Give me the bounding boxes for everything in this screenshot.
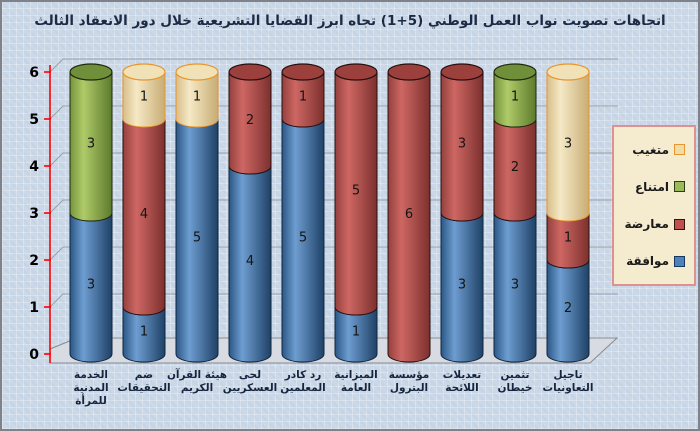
bar-value-label: 1 [352,325,360,340]
approve-swatch-icon [674,255,685,267]
bar-column[interactable]: 3 2 1 [493,63,537,363]
legend-item-oppose[interactable]: معارضة [614,217,694,231]
bar-value-label: 1 [193,90,201,105]
y-tick-label: 4 [29,159,39,175]
bar-value-label: 3 [564,137,572,152]
bar-value-label: 5 [193,231,201,246]
bar-value-label: 3 [511,278,519,293]
absent-swatch-icon [674,144,685,156]
bar-column[interactable]: 6 [387,63,431,363]
y-tick-label: 0 [29,347,39,363]
bar-top-cap [440,63,484,81]
bar-top-cap [175,63,219,81]
bar-value-label: 2 [246,113,254,128]
bar-column[interactable]: 1 4 1 [122,63,166,363]
bar-column[interactable]: 33 [69,63,113,363]
bar-column[interactable]: 33 [440,63,484,363]
bar-value-label: 3 [458,137,466,152]
bar-column[interactable]: 51 [281,63,325,363]
bar-top-cap [334,63,378,81]
bar-value-label: 1 [564,231,572,246]
bar-value-label: 1 [299,90,307,105]
legend-item-label: امتناع [634,179,669,194]
bar-top-cap [493,63,537,81]
bar-value-label: 1 [511,90,519,105]
bar-top-cap [281,63,325,81]
y-tick-label: 6 [29,65,39,81]
bar-value-label: 3 [87,137,95,152]
bar-top-cap [228,63,272,81]
legend-item-label: موافقة [626,254,669,269]
bar-value-label: 3 [87,278,95,293]
chart-title: اتجاهات تصويت نواب العمل الوطني (5+1) تج… [34,13,666,29]
y-tick-label: 5 [29,112,39,128]
legend-item-abstain[interactable]: امتناع [614,180,694,194]
bar-value-label: 5 [299,231,307,246]
bar-value-label: 1 [140,90,148,105]
bar-column[interactable]: 2 1 3 [546,63,590,363]
bar-column[interactable]: 15 [334,63,378,363]
bar-value-label: 4 [246,254,254,269]
bar-top-cap [546,63,590,81]
bar-column[interactable]: 42 [228,63,272,363]
y-axis: 0 1 2 3 4 5 6 [29,65,51,363]
legend-item-label: معارضة [624,217,670,232]
bar-value-label: 3 [458,278,466,293]
bar-value-label: 1 [140,325,148,340]
bar-value-label: 2 [511,160,519,175]
bar-top-cap [69,63,113,81]
bar-column[interactable]: 51 [175,63,219,363]
abstain-swatch-icon [674,181,685,193]
y-tick-label: 3 [29,206,39,222]
bar-value-label: 6 [405,207,413,222]
legend-item-approve[interactable]: موافقة [614,254,694,268]
legend-item-absent[interactable]: متغيب [614,143,694,157]
bar-value-label: 2 [564,301,572,316]
bar-value-label: 5 [352,184,360,199]
bar-top-cap [122,63,166,81]
bar-value-label: 4 [140,207,148,222]
y-tick-label: 1 [29,300,39,316]
gridlines [49,58,618,308]
legend-item-label: متغيب [632,142,669,157]
bar-top-cap [387,63,431,81]
y-tick-label: 2 [29,253,39,269]
legend[interactable]: متغيب امتناع معارضة موافقة [612,125,696,286]
oppose-swatch-icon [674,218,685,230]
